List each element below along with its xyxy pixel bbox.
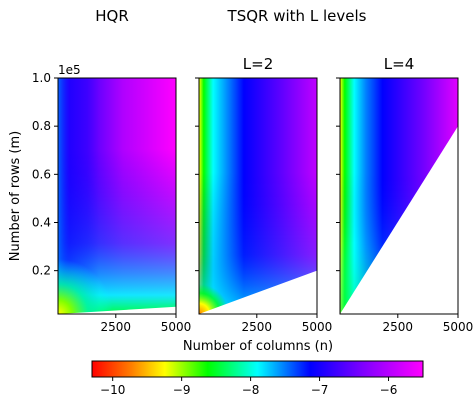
x-tick-label: 2500 <box>242 320 273 334</box>
panel-l2-x-axis: 2500 5000 <box>242 314 333 334</box>
x-tick-label: 5000 <box>161 320 192 334</box>
colorbar-gradient <box>91 360 424 378</box>
tsqr-header-title: TSQR with L levels <box>227 7 367 25</box>
y-tick-label: 0.6 <box>32 167 51 181</box>
x-tick-label: 2500 <box>101 320 132 334</box>
y-tick-label: 1.0 <box>32 71 51 85</box>
colorbar-ticks: −10 −9 −8 −7 −6 <box>100 377 397 397</box>
y-multiplier-label: 1e5 <box>58 63 81 77</box>
y-tick-label: 0.4 <box>32 215 51 229</box>
x-tick-label: 5000 <box>443 320 474 334</box>
panel-l2-frame <box>198 77 318 315</box>
panel-l4-invalid-region <box>340 126 458 314</box>
colorbar-tick-label: −6 <box>380 383 398 397</box>
panel-l2: L=2 2500 5000 <box>195 55 332 334</box>
colorbar-tick-label: −10 <box>100 383 125 397</box>
panel-l4: L=4 2500 5000 <box>336 55 473 334</box>
panel-hqr: 1e5 0.2 0.4 0.6 0.8 1.0 2500 5000 <box>32 63 191 334</box>
panel-hqr-frame <box>57 77 177 315</box>
colorbar: −10 −9 −8 −7 −6 <box>91 360 424 397</box>
y-axis: 0.2 0.4 0.6 0.8 1.0 <box>32 71 58 278</box>
x-tick-label: 2500 <box>383 320 414 334</box>
panel-l2-y-ticks <box>195 77 199 272</box>
panel-l4-y-ticks <box>336 77 340 272</box>
panel-hqr-invalid-region <box>58 306 176 314</box>
panel-l2-title: L=2 <box>243 55 273 73</box>
colorbar-tick-label: −9 <box>173 383 191 397</box>
hqr-header-title: HQR <box>95 7 129 25</box>
panel-l4-x-axis: 2500 5000 <box>383 314 474 334</box>
colorbar-tick-label: −8 <box>242 383 260 397</box>
panel-l4-frame <box>339 77 459 315</box>
y-tick-label: 0.8 <box>32 119 51 133</box>
colorbar-tick-label: −7 <box>311 383 329 397</box>
x-tick-label: 5000 <box>302 320 333 334</box>
y-tick-label: 0.2 <box>32 264 51 278</box>
y-axis-label: Number of rows (m) <box>8 131 23 261</box>
panel-hqr-x-axis: 2500 5000 <box>101 314 192 334</box>
panel-l4-title: L=4 <box>384 55 414 73</box>
x-axis-label: Number of columns (n) <box>183 339 333 354</box>
panel-l2-invalid-region <box>199 270 317 314</box>
